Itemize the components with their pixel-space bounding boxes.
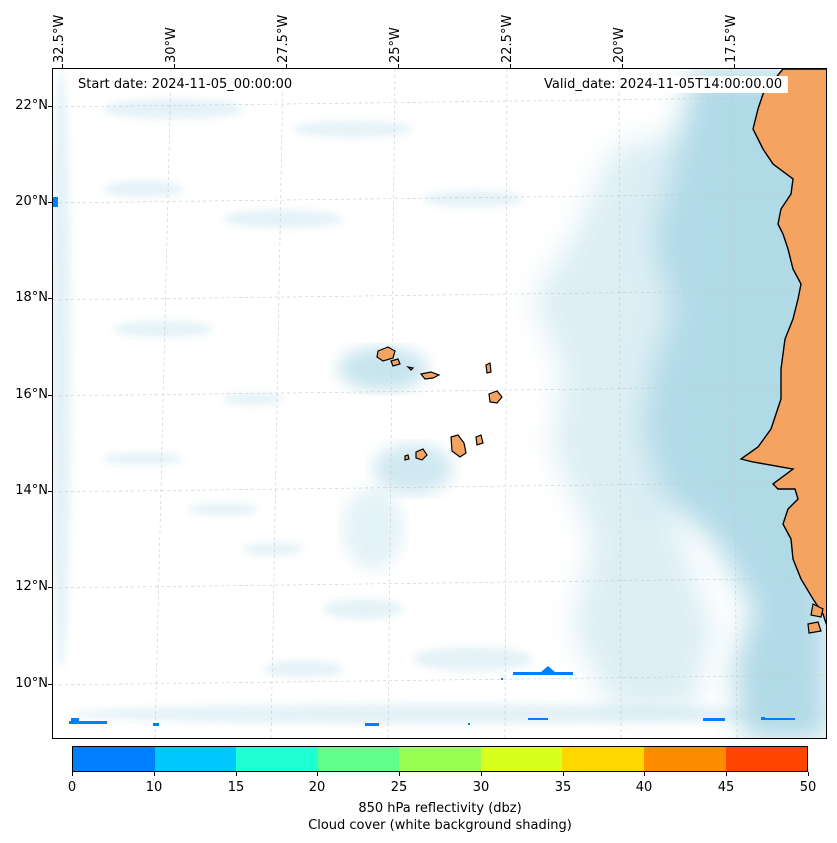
cloud-north-islands — [338, 347, 428, 391]
cape-verde-islands — [376, 346, 503, 461]
colorbar-tick — [808, 772, 809, 776]
longitude-tick — [62, 64, 63, 68]
colorbar-tick-label: 15 — [227, 780, 245, 795]
latitude-tick — [48, 106, 52, 107]
colorbar-tick-label: 35 — [554, 780, 572, 795]
colorbar-tick-label: 10 — [145, 780, 163, 795]
longitude-label: 22.5°W — [500, 14, 515, 63]
island-santiago — [450, 434, 467, 458]
cloud-cover-shading — [53, 69, 826, 738]
longitude-tick — [622, 64, 623, 68]
colorbar-tick — [481, 772, 482, 776]
colorbar-segment — [399, 747, 481, 771]
latitude-label: 18°N — [15, 290, 48, 305]
colorbar-segment — [562, 747, 644, 771]
colorbar-tick — [154, 772, 155, 776]
latitude-label: 22°N — [15, 98, 48, 113]
latitude-label: 14°N — [15, 483, 48, 498]
latitude-label: 12°N — [15, 579, 48, 594]
longitude-label: 27.5°W — [276, 14, 291, 63]
latitude-tick — [48, 395, 52, 396]
colorbar-tick-label: 45 — [717, 780, 735, 795]
colorbar-title: 850 hPa reflectivity (dbz) — [358, 801, 522, 816]
colorbar-tick-label: 0 — [67, 780, 77, 795]
island-sao-nicolau — [419, 371, 441, 380]
island-boa-vista — [488, 390, 503, 404]
island-maio — [475, 434, 484, 446]
colorbar-segment — [480, 747, 563, 771]
reflectivity-echoes — [53, 197, 795, 726]
latitude-tick — [48, 684, 52, 685]
longitude-tick — [398, 64, 399, 68]
island-brava — [404, 454, 410, 461]
colorbar-tick-label: 30 — [472, 780, 490, 795]
latitude-tick — [48, 587, 52, 588]
latitude-tick — [48, 202, 52, 203]
start-date-label: Start date: 2024-11-05_00:00:00 — [72, 76, 299, 93]
colorbar-segment — [317, 747, 400, 771]
longitude-tick — [286, 64, 287, 68]
colorbar-tick-label: 25 — [390, 780, 408, 795]
colorbar-tick — [72, 772, 73, 776]
colorbar-tick — [399, 772, 400, 776]
island-sal — [485, 362, 492, 374]
map-panel — [52, 68, 827, 739]
latitude-label: 10°N — [15, 676, 48, 691]
latitude-tick — [48, 298, 52, 299]
longitude-tick — [174, 64, 175, 68]
valid-date-label: Valid_date: 2024-11-05T14:00:00.00 — [538, 76, 789, 93]
island-fogo — [415, 448, 428, 461]
colorbar-segment — [236, 747, 318, 771]
latitude-label: 20°N — [15, 194, 48, 209]
longitude-label: 30°W — [164, 27, 179, 63]
cloud-south-islands — [373, 444, 453, 494]
longitude-label: 32.5°W — [52, 14, 67, 63]
longitude-tick — [734, 64, 735, 68]
colorbar-tick — [726, 772, 727, 776]
latitude-label: 16°N — [15, 387, 48, 402]
colorbar-tick-label: 40 — [635, 780, 653, 795]
cloud-tail — [343, 489, 403, 569]
colorbar-segment — [725, 747, 808, 771]
longitude-label: 25°W — [388, 27, 403, 63]
island-santa-luzia — [406, 366, 415, 371]
colorbar-subtitle: Cloud cover (white background shading) — [308, 818, 572, 833]
colorbar-tick — [317, 772, 318, 776]
colorbar-segment — [154, 747, 237, 771]
colorbar-tick — [644, 772, 645, 776]
longitude-label: 20°W — [612, 27, 627, 63]
colorbar-segment — [643, 747, 726, 771]
colorbar — [72, 746, 808, 772]
longitude-tick — [510, 64, 511, 68]
cloud-band-east-outer — [533, 129, 713, 709]
latitude-tick — [48, 491, 52, 492]
graticule — [53, 69, 826, 738]
island-sao-vicente — [390, 358, 401, 367]
bijagos-islands — [807, 603, 824, 634]
map-canvas — [53, 69, 826, 738]
africa-landmass — [739, 69, 826, 626]
longitude-label: 17.5°W — [724, 14, 739, 63]
colorbar-segment — [73, 747, 155, 771]
colorbar-tick — [236, 772, 237, 776]
colorbar-tick — [563, 772, 564, 776]
colorbar-tick-label: 50 — [799, 780, 817, 795]
colorbar-tick-label: 20 — [308, 780, 326, 795]
island-santo-antao — [376, 346, 396, 362]
